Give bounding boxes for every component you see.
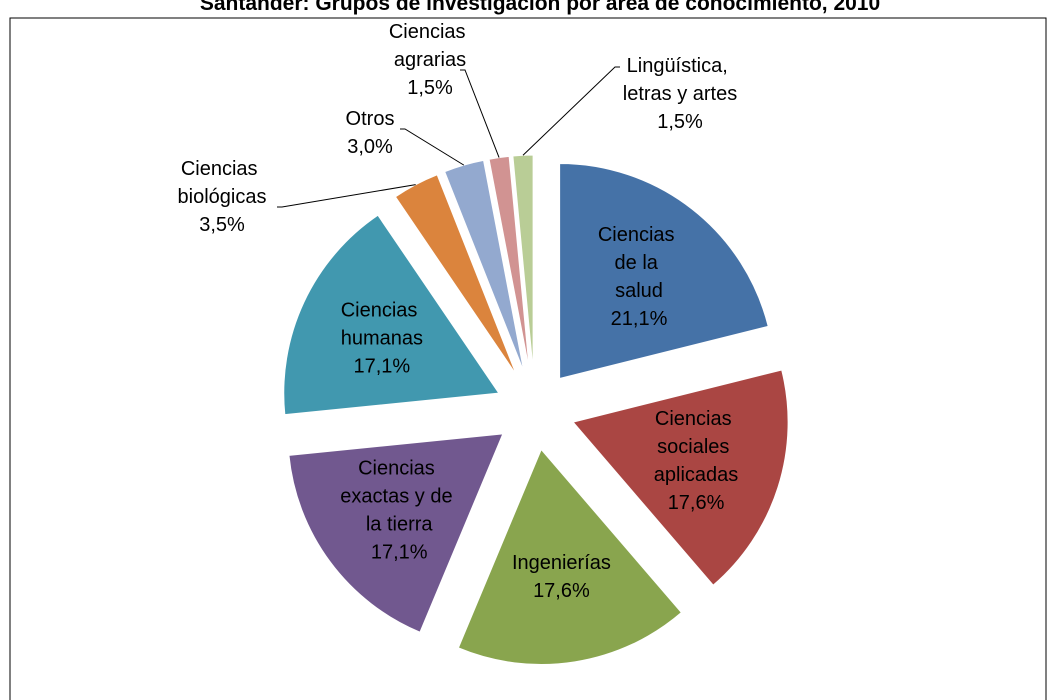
slice-label-line: Ciencias (358, 458, 440, 480)
slice-label-line: Ingenierías (512, 552, 611, 574)
slice-label-line: Ciencias (341, 300, 423, 322)
slice-label: Ciencias humanas (341, 300, 423, 350)
pie-slice (572, 369, 789, 586)
slice-label-line: biológicas (178, 186, 267, 208)
value-label: 3,5% (199, 214, 245, 236)
chart-title: Santander: Grupos de investigación por á… (200, 0, 880, 15)
value-label: 3,0% (347, 136, 393, 158)
slice-label: Otros (346, 108, 395, 130)
slice-label: Ciencias agrarias (389, 21, 471, 71)
leader-line (277, 184, 416, 208)
value-label: 17,1% (371, 542, 428, 564)
pie-slice (512, 154, 534, 371)
slice-label-line: Ciencias (389, 21, 471, 43)
slice-label-line: Otros (346, 108, 395, 130)
slice-label-line: sociales (657, 436, 735, 458)
slice-label: Ciencias de la salud (598, 224, 680, 302)
value-label: 21,1% (611, 308, 668, 330)
slice-label-line: la tierra (366, 514, 434, 536)
slice-label-line: salud (615, 280, 663, 302)
pie-slice (283, 214, 500, 416)
slice-label: Ciencias biológicas (178, 158, 267, 208)
slice-label-line: exactas y de (340, 486, 458, 508)
leader-line (400, 128, 465, 166)
pie-slice (559, 162, 769, 380)
slice-label-line: Lingüística, (627, 55, 734, 77)
slice-label-line: agrarias (394, 49, 466, 71)
value-label: 1,5% (407, 77, 453, 99)
slice-label: Ciencias sociales aplicadas (654, 408, 739, 486)
slice-label-line: Ciencias (181, 158, 263, 180)
slice-label-line: de la (615, 252, 664, 274)
slice-label-line: aplicadas (654, 464, 739, 486)
leader-line (460, 69, 500, 158)
pie-slice (457, 448, 683, 665)
pie-slice (394, 174, 517, 375)
leader-line (522, 66, 620, 156)
value-label: 17,6% (668, 492, 725, 514)
slice-label: Lingüística, letras y artes (623, 55, 737, 105)
slice-label-line: humanas (341, 328, 423, 350)
value-label: 17,1% (353, 356, 410, 378)
slice-label-line: letras y artes (623, 83, 737, 105)
value-label: 1,5% (657, 111, 703, 133)
pie-slice (288, 433, 504, 633)
slice-label: Ingenierías (512, 552, 611, 574)
slice-label-line: Ciencias (655, 408, 737, 430)
value-label: 17,6% (533, 580, 590, 602)
slice-label-line: Ciencias (598, 224, 680, 246)
slice-label: Ciencias exactas y de la tierra (340, 458, 458, 536)
